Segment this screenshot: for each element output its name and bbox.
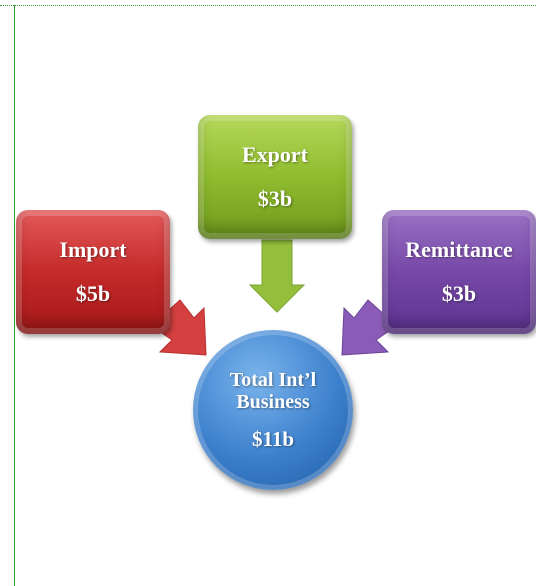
frame-border <box>0 5 536 6</box>
node-value: $3b <box>257 186 293 211</box>
node-label: Remittance <box>405 237 513 262</box>
node: Import $5b <box>16 210 170 334</box>
frame-border <box>14 5 15 586</box>
node-value: $5b <box>75 281 111 306</box>
arrow <box>248 239 306 313</box>
node-label: Import <box>59 237 127 262</box>
center-node: Total Int’l Business $11b <box>193 330 353 490</box>
center-label: Total Int’l Business <box>229 368 317 413</box>
node-value: $3b <box>441 281 477 306</box>
center-value: $11b <box>251 426 295 451</box>
node: Remittance $3b <box>382 210 536 334</box>
node: Export $3b <box>198 115 352 239</box>
node-label: Export <box>242 142 308 167</box>
